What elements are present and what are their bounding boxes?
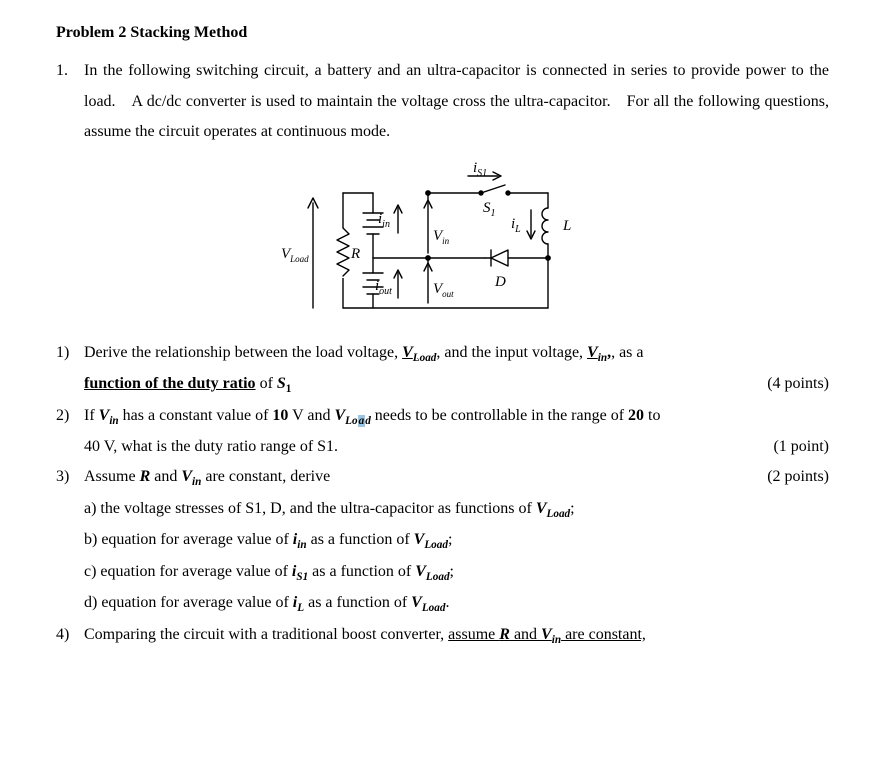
q4-vin: V (541, 626, 552, 643)
q1-number: 1) (56, 338, 84, 369)
q3-pre: Assume (84, 468, 140, 485)
q3d-vload: V (411, 594, 422, 611)
q1-text-pre: Derive the relationship between the load… (84, 344, 402, 361)
q1-s1: S (277, 375, 286, 392)
q4-post: are constant, (561, 626, 646, 643)
page-root: Problem 2 Stacking Method 1. In the foll… (0, 0, 869, 781)
q2-vload-sub: Lo (345, 415, 357, 427)
q3b-sub: in (297, 539, 306, 551)
svg-text:S1: S1 (483, 200, 496, 219)
q3d-period: . (445, 594, 449, 611)
q3-post: are constant, derive (201, 468, 330, 485)
q3a-vload-sub: Load (547, 508, 571, 520)
q3a-semi: ; (570, 500, 574, 517)
q2-mid2: V and (288, 407, 334, 424)
svg-text:Vin: Vin (433, 228, 450, 246)
svg-text:Vout: Vout (433, 281, 454, 299)
q3c-post: as a function of (308, 563, 415, 580)
q2-line2: 40 V, what is the duty ratio range of S1… (84, 438, 338, 455)
q1-vin-v: V (587, 344, 598, 361)
q3c-vload: V (415, 563, 426, 580)
q1-vload-sub: Load (413, 352, 437, 364)
q3-c: c) equation for average value of iS1 as … (84, 557, 829, 588)
q3-a: a) the voltage stresses of S1, D, and th… (84, 494, 829, 525)
q2-vin-sub: in (109, 415, 118, 427)
q3-vin: V (181, 468, 192, 485)
q2-twenty: 20 (628, 407, 644, 424)
q2-ten: 10 (272, 407, 288, 424)
q4-body: Comparing the circuit with a traditional… (84, 620, 829, 651)
q3b-semi: ; (448, 531, 452, 548)
svg-text:L: L (562, 218, 571, 234)
question-4: 4) Comparing the circuit with a traditio… (56, 620, 829, 651)
question-2: 2) If Vin has a constant value of 10 V a… (56, 401, 829, 432)
q3b-vload: V (414, 531, 425, 548)
q2-mid4: to (644, 407, 660, 424)
q1-mid2: , as a (611, 344, 643, 361)
q2-body2: 40 V, what is the duty ratio range of S1… (84, 432, 829, 462)
q4-number: 4) (56, 620, 84, 651)
q3a-vload: V (536, 500, 547, 517)
question-1-line2: function of the duty ratio of S1 (4 poin… (56, 369, 829, 400)
question-1: 1) Derive the relationship between the l… (56, 338, 829, 369)
q4-vin-sub: in (552, 634, 561, 646)
q2-points: (1 point) (773, 432, 829, 462)
q1-line2-after: of (256, 375, 277, 392)
q3-R: R (140, 468, 151, 485)
q3b-vload-sub: Load (424, 539, 448, 551)
q3d-pre: d) equation for average value of (84, 594, 293, 611)
q3-b: b) equation for average value of iin as … (84, 525, 829, 556)
q4-pre: Comparing the circuit with a traditional… (84, 626, 448, 643)
q3c-sub: S1 (296, 571, 308, 583)
q2-vin: V (99, 407, 110, 424)
q2-number: 2) (56, 401, 84, 432)
q1-mid1: , and the input voltage, (436, 344, 587, 361)
intro-number: 1. (56, 56, 84, 147)
q1-vin-sub: in (598, 352, 607, 364)
q3c-pre: c) equation for average value of (84, 563, 292, 580)
q1-vload-v: V (402, 344, 413, 361)
q1-body: Derive the relationship between the load… (84, 338, 829, 369)
q3-vin-sub: in (192, 477, 201, 489)
q3-d: d) equation for average value of iL as a… (84, 588, 829, 619)
q3a-pre: a) the voltage stresses of S1, D, and th… (84, 500, 536, 517)
circuit-diagram: iS1 S1 iL L iin Vin VLoad R iout Vout D (56, 158, 829, 332)
q2-body: If Vin has a constant value of 10 V and … (84, 401, 829, 432)
intro-row: 1. In the following switching circuit, a… (56, 56, 829, 147)
q4-R: R (499, 626, 510, 643)
svg-text:D: D (494, 274, 506, 290)
q4-u1: assume (448, 626, 499, 643)
q3-points: (2 points) (767, 462, 829, 492)
svg-text:R: R (350, 246, 360, 262)
q3c-semi: ; (450, 563, 454, 580)
q3c-vload-sub: Load (426, 571, 450, 583)
svg-text:VLoad: VLoad (281, 246, 309, 264)
q1-points: (4 points) (767, 369, 829, 399)
q2-pre: If (84, 407, 99, 424)
q3d-vload-sub: Load (422, 602, 446, 614)
q1-line2-u: function of the duty ratio (84, 375, 256, 392)
q3d-post: as a function of (304, 594, 411, 611)
q3b-pre: b) equation for average value of (84, 531, 293, 548)
q4-and: and (510, 626, 541, 643)
q3-body: Assume R and Vin are constant, derive (2… (84, 462, 829, 493)
question-3: 3) Assume R and Vin are constant, derive… (56, 462, 829, 493)
problem-title: Problem 2 Stacking Method (56, 18, 829, 48)
q2-mid1: has a constant value of (119, 407, 273, 424)
q3-number: 3) (56, 462, 84, 493)
q1-body2: function of the duty ratio of S1 (4 poin… (84, 369, 829, 400)
q1-s1-sub: 1 (286, 383, 292, 395)
q2-vload: V (334, 407, 345, 424)
q3b-post: as a function of (307, 531, 414, 548)
intro-text: In the following switching circuit, a ba… (84, 56, 829, 147)
q3-and: and (150, 468, 181, 485)
svg-text:iL: iL (511, 216, 521, 235)
q2-mid3: needs to be controllable in the range of (371, 407, 628, 424)
question-2-line2: 40 V, what is the duty ratio range of S1… (56, 432, 829, 462)
